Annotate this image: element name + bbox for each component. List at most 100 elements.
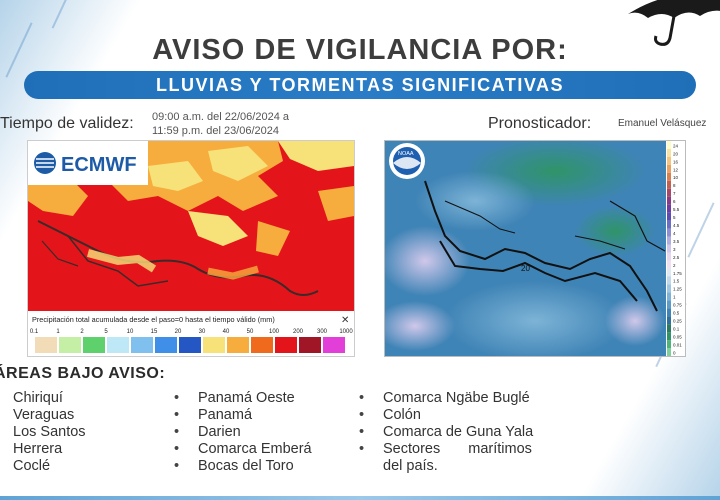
ecmwf-scale-label: 10 (127, 329, 134, 335)
ecmwf-scale-label: 5 (104, 329, 108, 335)
noaa-scale-swatch (667, 180, 671, 189)
noaa-scale-swatch (667, 348, 671, 356)
noaa-scale-label: 16 (673, 159, 679, 164)
noaa-scale-label: 7 (673, 191, 676, 196)
ecmwf-scale-swatch (107, 337, 129, 353)
noaa-scale-swatch (667, 252, 671, 261)
area-item: Los Santos (13, 424, 86, 440)
noaa-scale-swatch (667, 324, 671, 333)
noaa-scale-label: 5 (673, 215, 676, 220)
noaa-scale-label: 0.1 (673, 327, 680, 332)
ecmwf-scale-label: 2 (80, 329, 84, 335)
noaa-scale-label: 3 (673, 247, 676, 252)
noaa-scale-swatch (667, 212, 671, 221)
close-icon[interactable]: ✕ (341, 315, 349, 326)
noaa-scale-label: 8 (673, 183, 676, 188)
noaa-scale-label: 0.5 (673, 311, 680, 316)
area-item: Panamá (174, 407, 312, 424)
area-item: Chiriquí (13, 390, 63, 406)
area-item: Comarca Ngäbe Buglé (359, 390, 533, 407)
ecmwf-scale-label: 1 (56, 329, 60, 335)
area-item: Coclé (13, 458, 51, 474)
noaa-scale-swatch (667, 228, 671, 237)
noaa-scale-label: 5.5 (673, 207, 680, 212)
noaa-scale-swatch (667, 141, 671, 149)
noaa-scale-swatch (667, 188, 671, 197)
ecmwf-scale-swatch (275, 337, 297, 353)
ecmwf-scale-swatch (59, 337, 81, 353)
noaa-scale-label: 4 (673, 231, 676, 236)
noaa-scale-swatch (667, 164, 671, 173)
noaa-color-scale (667, 141, 671, 356)
noaa-precipitation-map: 20 NOAA 24 20 16 12 10 8 7 6 5.5 5 4.5 4 3.5 3 2.5 2 1.7… (384, 140, 686, 357)
noaa-scale-swatch (667, 284, 671, 293)
validity-label: Tiempo de validez: (0, 115, 134, 132)
noaa-scale-swatch (667, 204, 671, 213)
noaa-scale-swatch (667, 276, 671, 285)
noaa-scale-swatch (667, 236, 671, 245)
noaa-scale-label: 0.75 (673, 303, 682, 308)
area-item: Comarca Emberá (174, 441, 312, 458)
ecmwf-scale-swatch (155, 337, 177, 353)
areas-list-1: Chiriquí Veraguas Los Santos Herrera Coc… (13, 390, 86, 475)
noaa-scale-swatch (667, 292, 671, 301)
ecmwf-scale-swatch (323, 337, 345, 353)
noaa-scale-label: 1 (673, 295, 676, 300)
contour-label: 20 (521, 264, 530, 273)
noaa-scale-label: 2.5 (673, 255, 680, 260)
area-item: Veraguas (13, 407, 75, 423)
noaa-map-graphic: 20 NOAA 24201612108765.554.543.532.521.7… (385, 141, 685, 356)
noaa-scale-swatch (667, 268, 671, 277)
ecmwf-scale-swatch (227, 337, 249, 353)
noaa-scale-swatch (667, 316, 671, 325)
areas-list-3: Comarca Ngäbe Buglé Colón Comarca de Gun… (359, 390, 533, 475)
areas-list-2: Panamá Oeste Panamá Darien Comarca Ember… (174, 390, 312, 475)
noaa-scale-label: 2 (673, 263, 676, 268)
ecmwf-scale-label: 50 (247, 329, 254, 335)
noaa-scale-label: 10 (673, 175, 679, 180)
noaa-scale-label: 4.5 (673, 223, 680, 228)
noaa-scale-label: 1.75 (673, 271, 682, 276)
noaa-scale-label: 20 (673, 151, 679, 156)
noaa-scale-label: 0 (673, 350, 676, 355)
umbrella-icon (628, 0, 720, 46)
noaa-logo-text: NOAA (398, 151, 414, 157)
ecmwf-scale-swatch (131, 337, 153, 353)
area-item: Sectores marítimos (359, 441, 533, 458)
ecmwf-scale-swatch (203, 337, 225, 353)
forecaster-name: Emanuel Velásquez (618, 118, 707, 129)
ecmwf-scale-label: 15 (151, 329, 158, 335)
noaa-scale-swatch (667, 244, 671, 253)
noaa-scale-swatch (667, 308, 671, 317)
area-item: Comarca de Guna Yala (359, 424, 533, 441)
noaa-scale-label: 3.5 (673, 239, 680, 244)
warning-banner: LLUVIAS Y TORMENTAS SIGNIFICATIVAS (24, 71, 696, 99)
forecaster-label: Pronosticador: (488, 115, 592, 132)
ecmwf-color-scale (35, 337, 345, 353)
noaa-scale-label: 1.5 (673, 279, 680, 284)
ecmwf-map-graphic: ECMWF Precipitación total acumulada desd… (28, 141, 354, 356)
noaa-scale-swatch (667, 300, 671, 309)
noaa-scale-swatch (667, 156, 671, 165)
noaa-scale-swatch (667, 340, 671, 349)
noaa-scale-label: 24 (673, 143, 679, 148)
noaa-scale-label: 0.25 (673, 319, 682, 324)
ecmwf-scale-label: 30 (199, 329, 206, 335)
area-item: Bocas del Toro (174, 458, 312, 475)
page-title: AVISO DE VIGILANCIA POR: (152, 34, 568, 66)
bottom-accent-bar (0, 496, 720, 500)
ecmwf-logo-text: ECMWF (61, 154, 137, 176)
ecmwf-scale-swatch (83, 337, 105, 353)
noaa-scale-labels: 24201612108765.554.543.532.521.751.51.25… (673, 143, 682, 355)
noaa-scale-label: 0.05 (673, 334, 682, 339)
ecmwf-scale-label: 200 (293, 329, 304, 335)
area-item: Colón (359, 407, 533, 424)
validity-range: 09:00 a.m. del 22/06/2024 a 11:59 p.m. d… (152, 110, 289, 138)
ecmwf-scale-swatch (179, 337, 201, 353)
areas-heading: ÁREAS BAJO AVISO: (0, 365, 166, 382)
ecmwf-scale-label: 100 (269, 329, 280, 335)
ecmwf-scale-label: 40 (223, 329, 230, 335)
noaa-scale-swatch (667, 196, 671, 205)
validity-from: 09:00 a.m. del 22/06/2024 a (152, 111, 289, 123)
noaa-scale-swatch (667, 220, 671, 229)
